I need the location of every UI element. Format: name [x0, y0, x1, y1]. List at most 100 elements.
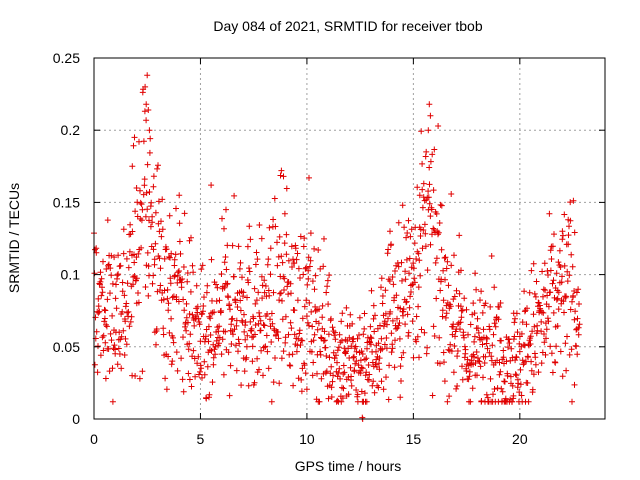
data-point [499, 388, 506, 395]
data-point [176, 192, 183, 199]
data-point [331, 355, 338, 362]
data-point [130, 142, 137, 149]
data-point [448, 348, 455, 355]
data-point [483, 391, 490, 398]
data-point [538, 318, 545, 325]
data-point [458, 314, 465, 321]
data-point [500, 347, 507, 354]
data-point [293, 256, 300, 263]
data-point [140, 138, 147, 145]
data-point [183, 300, 190, 307]
data-point [276, 233, 283, 240]
data-point [554, 295, 561, 302]
data-point [364, 345, 370, 352]
data-point [306, 322, 312, 329]
data-point [261, 289, 268, 296]
data-point [561, 211, 568, 218]
data-point [461, 343, 468, 350]
data-point [411, 240, 418, 247]
data-point [152, 240, 159, 247]
data-point [133, 185, 140, 191]
data-point [397, 305, 404, 312]
data-point [165, 254, 172, 260]
data-point [360, 331, 367, 338]
data-point [258, 347, 265, 354]
data-point [219, 336, 226, 343]
data-point [395, 219, 402, 226]
data-point [422, 243, 429, 250]
data-point [201, 294, 207, 301]
data-point [385, 246, 392, 253]
data-point [465, 376, 472, 383]
data-point [185, 370, 192, 377]
data-point [232, 299, 239, 306]
data-point [576, 301, 582, 307]
data-point [501, 378, 508, 385]
data-point [420, 227, 427, 233]
data-point [399, 277, 405, 284]
data-point [222, 328, 229, 335]
data-point [433, 210, 440, 217]
data-point [264, 261, 271, 268]
data-point [538, 309, 545, 316]
data-point [410, 354, 417, 361]
data-point [150, 272, 157, 279]
data-point [200, 308, 206, 315]
data-point [356, 314, 363, 321]
data-point [154, 165, 161, 172]
data-point [416, 257, 423, 264]
data-point [548, 350, 555, 357]
data-point [259, 295, 266, 302]
data-point [258, 273, 265, 280]
data-point [336, 331, 343, 338]
data-point [275, 335, 282, 342]
data-point [311, 331, 318, 338]
data-point [340, 362, 347, 369]
y-tick-label: 0 [72, 411, 80, 427]
data-point [267, 316, 273, 323]
data-point [426, 200, 433, 207]
data-point [287, 319, 294, 326]
data-point [210, 354, 217, 361]
data-point [437, 360, 443, 367]
data-point [374, 325, 381, 332]
data-point [354, 335, 361, 342]
data-point [307, 257, 314, 264]
data-point [262, 343, 269, 350]
data-point [525, 398, 532, 405]
data-point [317, 348, 324, 355]
data-point [263, 332, 270, 339]
data-point [325, 301, 332, 308]
data-point [405, 329, 412, 336]
data-point [422, 230, 429, 237]
data-point [532, 293, 539, 300]
data-point [227, 362, 234, 369]
data-point [215, 328, 222, 335]
data-point [231, 192, 238, 199]
data-point [107, 265, 114, 272]
data-point [223, 206, 229, 213]
data-point [521, 288, 528, 295]
data-point [511, 333, 518, 340]
data-point [483, 334, 490, 341]
data-point [278, 355, 285, 362]
data-point [380, 386, 387, 393]
data-point [407, 293, 414, 300]
data-point [268, 398, 275, 405]
data-point [470, 300, 477, 307]
data-point [115, 252, 122, 259]
data-point [389, 317, 396, 324]
data-point [216, 323, 223, 330]
data-point [368, 335, 375, 342]
y-tick-label: 0.05 [53, 339, 80, 355]
data-point [458, 267, 464, 274]
y-tick-label: 0.2 [61, 122, 81, 138]
data-point [368, 287, 375, 294]
data-point [512, 371, 519, 378]
data-point [122, 335, 129, 342]
data-point [474, 315, 481, 322]
data-point [351, 353, 357, 360]
data-point [293, 348, 300, 355]
data-point [574, 351, 581, 358]
data-point [292, 245, 299, 252]
